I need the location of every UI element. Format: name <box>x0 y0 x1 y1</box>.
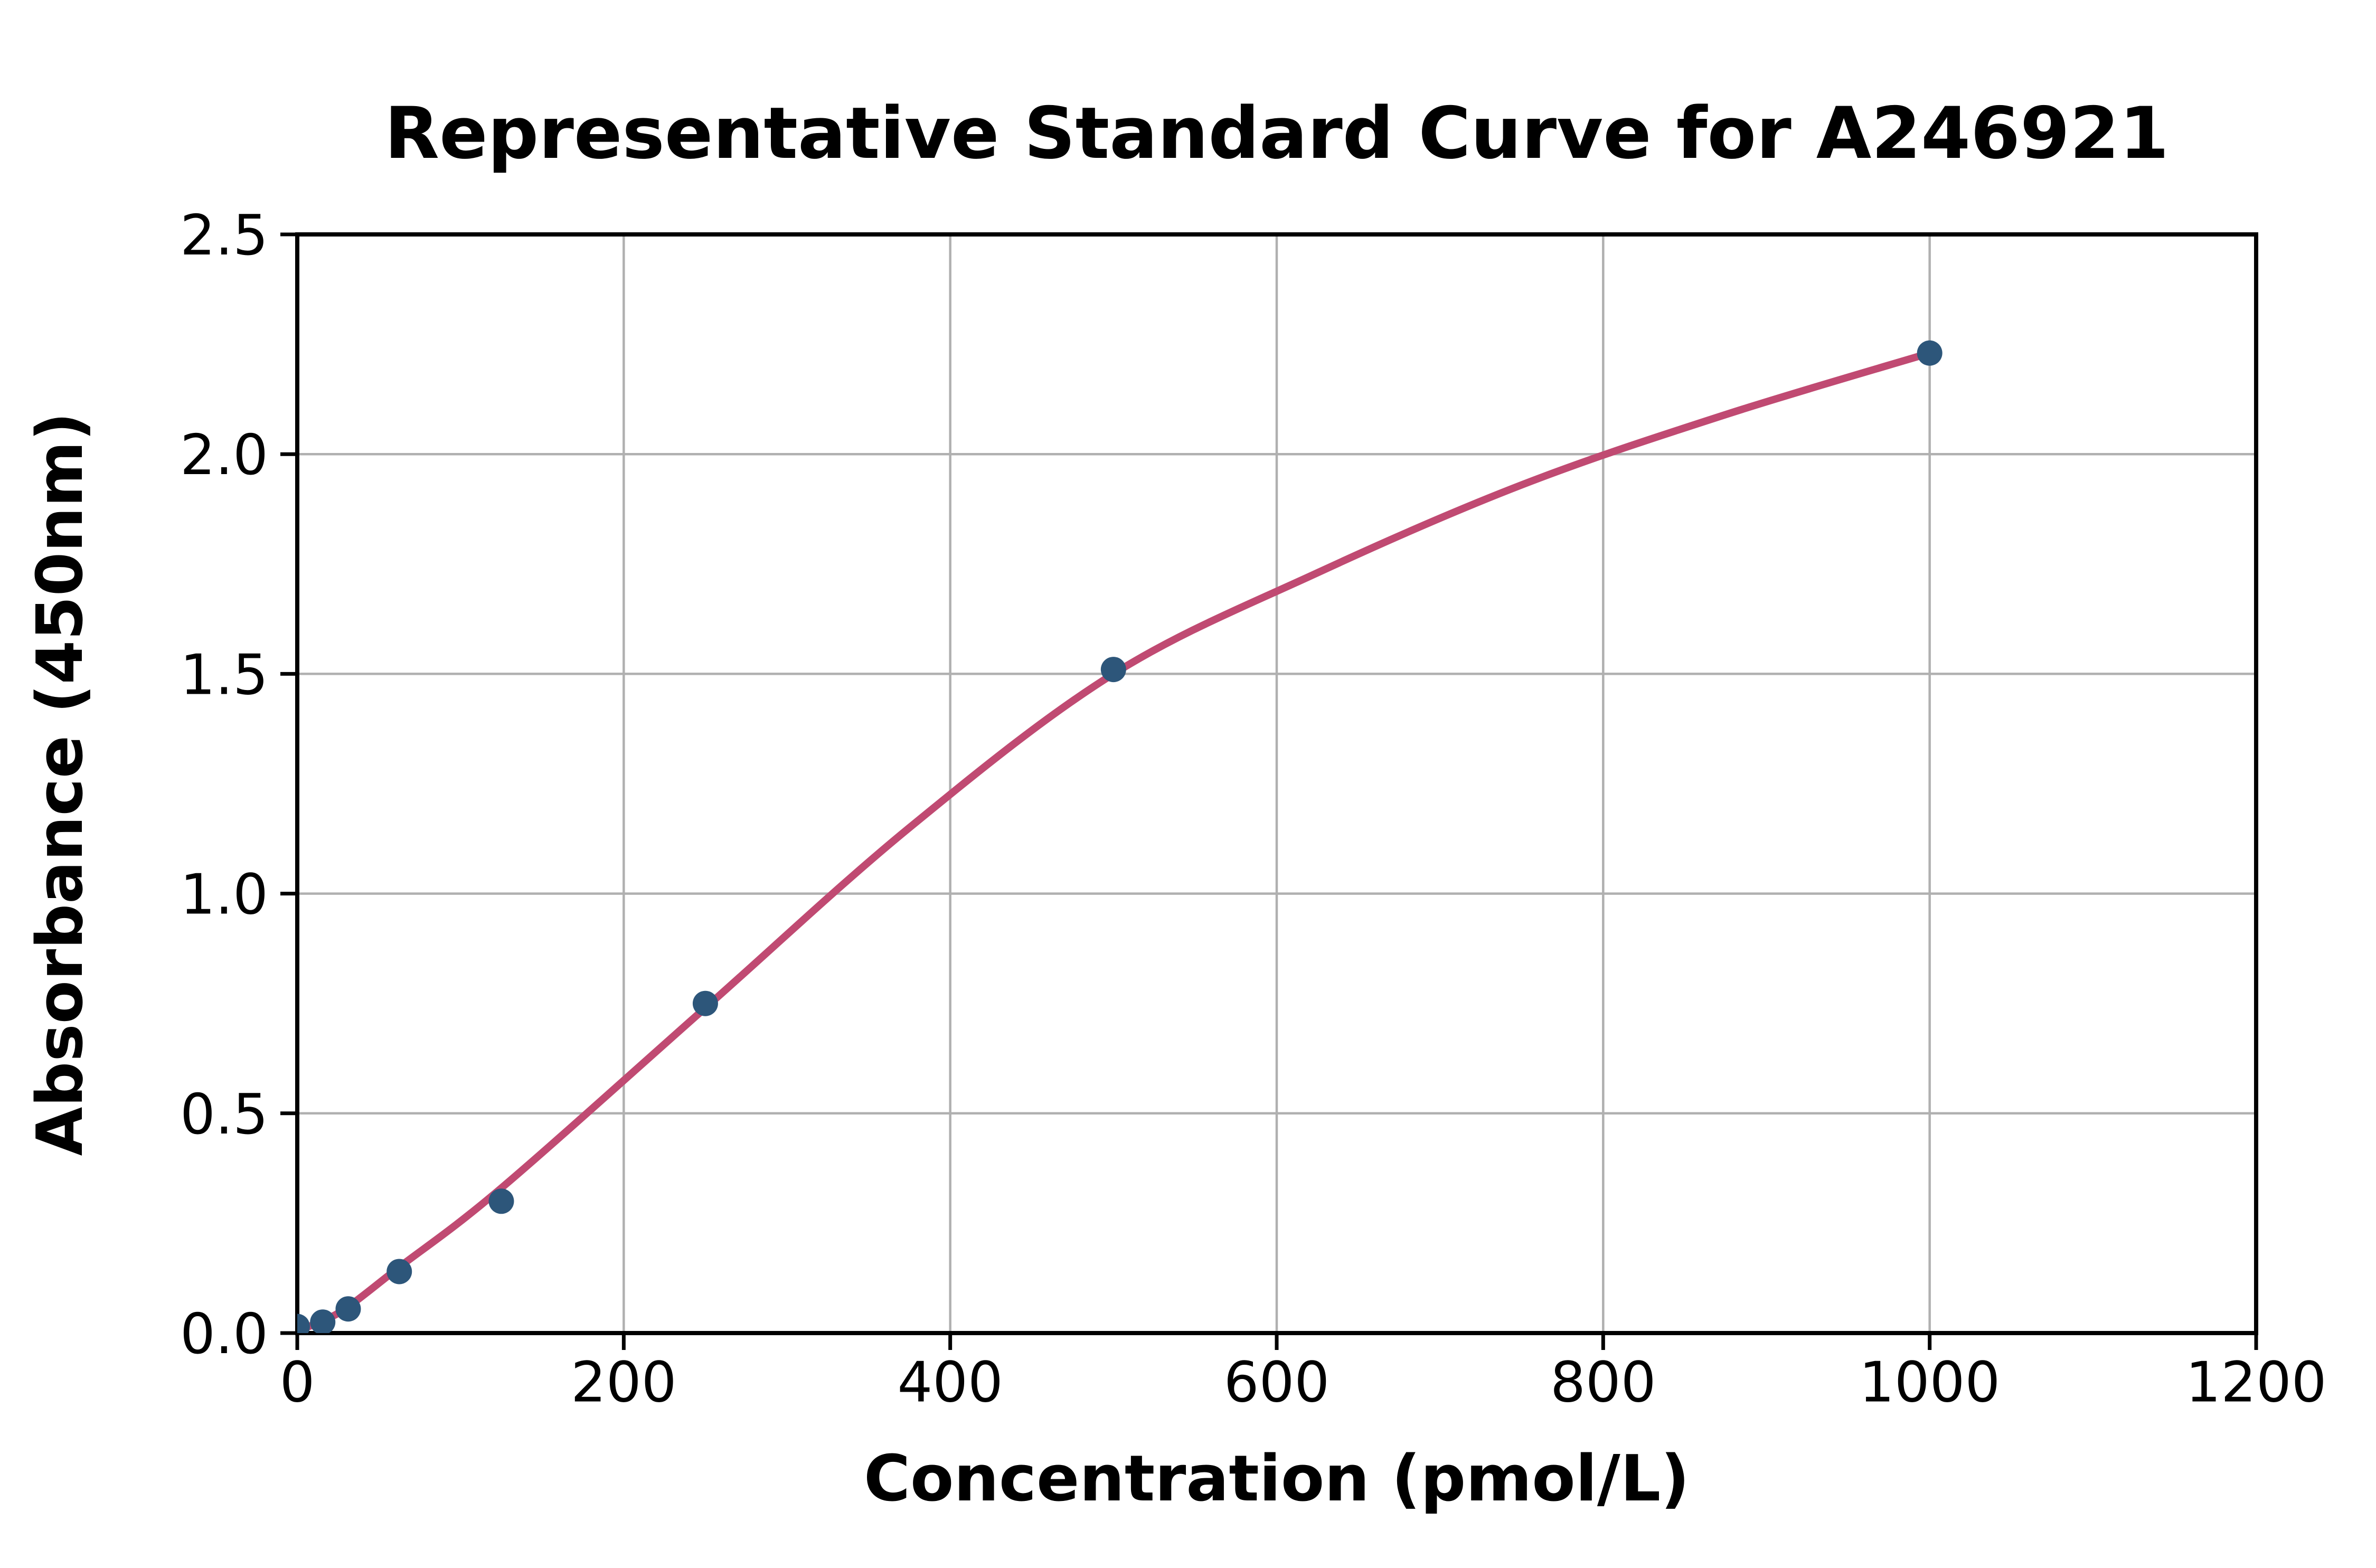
x-tick-label: 600 <box>1224 1350 1330 1415</box>
y-tick-label: 0.5 <box>180 1082 268 1147</box>
chart-title: Representative Standard Curve for A24692… <box>384 92 2169 175</box>
data-point <box>386 1259 412 1284</box>
x-tick-label: 1000 <box>1859 1350 2000 1415</box>
data-point <box>335 1296 361 1322</box>
y-tick-label: 1.0 <box>180 863 268 927</box>
y-tick-label: 1.5 <box>180 643 268 707</box>
x-tick-label: 0 <box>280 1350 315 1415</box>
y-tick-label: 2.5 <box>180 203 268 268</box>
data-point <box>488 1188 514 1214</box>
data-point <box>692 990 718 1016</box>
data-point <box>1917 340 1943 366</box>
x-tick-label: 800 <box>1550 1350 1656 1415</box>
x-tick-label: 400 <box>897 1350 1003 1415</box>
y-tick-label: 2.0 <box>180 423 268 487</box>
x-axis-label: Concentration (pmol/L) <box>863 1442 1690 1516</box>
data-point <box>310 1309 336 1333</box>
y-tick-label: 0.0 <box>180 1302 268 1366</box>
data-point <box>1100 657 1126 683</box>
x-tick-label: 200 <box>571 1350 676 1415</box>
data-point <box>297 1314 310 1333</box>
x-tick-label: 1200 <box>2185 1350 2326 1415</box>
fit-curve-line <box>297 350 1931 1333</box>
